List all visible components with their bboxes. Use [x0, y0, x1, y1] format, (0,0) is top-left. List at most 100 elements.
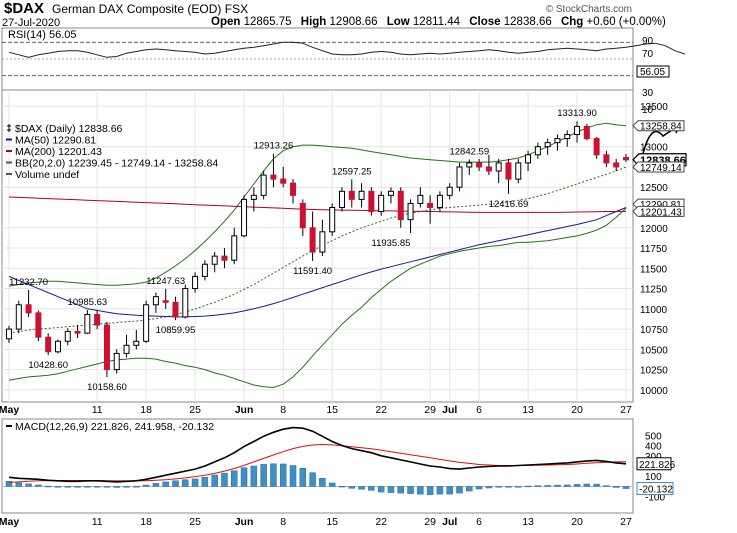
macd-tick-label: 500	[645, 431, 662, 442]
macd-x-tick-label: 6	[476, 516, 482, 528]
macd-tick-label: 100	[645, 472, 662, 483]
price-tick-label: 11250	[640, 285, 668, 296]
rsi-tick-label: 30	[642, 88, 654, 99]
candle-body	[280, 178, 287, 184]
candle-body	[221, 255, 228, 261]
symbol-title: $DAX	[4, 0, 45, 17]
macd-histogram-bar	[299, 468, 307, 487]
macd-histogram-bar	[612, 486, 620, 488]
candle-body	[309, 227, 316, 253]
price-tag-label: 12290.81	[640, 200, 682, 211]
x-axis: May 11 18 25 Jun 8 15 22 29 Jul 6 13 20 27	[0, 404, 632, 416]
ma200-line	[8, 196, 627, 213]
candle-body	[476, 162, 483, 168]
macd-histogram-bar	[505, 486, 512, 488]
candle-body	[534, 146, 541, 156]
rsi-tick-label: 70	[642, 49, 654, 60]
macd-histogram-bar	[377, 486, 385, 493]
candle-body	[603, 154, 610, 164]
price-tag-label: 12201.43	[640, 207, 682, 218]
macd-histogram-bar	[524, 485, 532, 488]
price-annotation: 10158.60	[87, 382, 127, 393]
macd-histogram-bar	[622, 486, 630, 489]
macd-histogram-bar	[84, 486, 91, 488]
macd-histogram-bar	[250, 465, 258, 487]
bb-lower-line	[8, 207, 627, 389]
macd-histogram-bar	[417, 486, 424, 495]
macd-histogram-bar	[231, 470, 238, 487]
high-label: High	[300, 16, 327, 28]
macd-histogram-bar	[240, 467, 248, 487]
candle-body	[368, 190, 375, 213]
price-legend-entry: BB(20,2.0) 12239.45 - 12749.14 - 13258.8…	[15, 158, 218, 170]
candle-body	[143, 304, 150, 342]
candle-body	[6, 328, 12, 340]
macd-x-tick-label: 8	[280, 516, 286, 528]
chart-date: 27-Jul-2020	[2, 17, 61, 29]
candle-legend-icon	[7, 124, 11, 132]
open-label: Open	[211, 16, 241, 28]
macd-histogram-bar	[201, 477, 209, 487]
macd-histogram-bar	[191, 478, 199, 487]
macd-x-tick-label: Jul	[442, 516, 457, 528]
candle-body	[182, 288, 189, 318]
candle-body	[319, 231, 326, 253]
macd-histogram-bar	[133, 486, 140, 488]
price-tag-label: 12749.14	[640, 163, 682, 174]
macd-histogram-bar	[397, 486, 404, 494]
macd-histogram-bar	[495, 486, 502, 488]
macd-histogram-bar	[554, 484, 561, 487]
macd-histogram-bar	[44, 485, 52, 488]
exchange-label: FSX	[224, 2, 249, 16]
price-annotation: 11935.85	[371, 238, 410, 249]
candle-body	[387, 190, 394, 196]
price-tag: 12201.43	[632, 205, 685, 218]
macd-x-tick-label: 13	[522, 516, 534, 528]
macd-current-box	[636, 457, 672, 471]
macd-x-tick-label: 22	[375, 516, 387, 528]
macd-hist-current-label: -20.132	[639, 485, 673, 496]
macd-histogram-bar	[260, 464, 267, 487]
macd-x-tick-label: 20	[571, 516, 583, 528]
price-legend-entry: MA(200) 12201.43	[15, 146, 102, 158]
open-value: 12865.75	[243, 16, 292, 28]
price-tag: 12749.14	[632, 161, 685, 174]
macd-histogram-bar	[485, 486, 493, 489]
x-tick-label: 15	[326, 404, 338, 416]
candle-body	[485, 166, 492, 172]
candle-body	[211, 255, 218, 265]
candle-body	[162, 300, 169, 303]
candle-body	[525, 154, 532, 164]
candle-body	[407, 202, 414, 221]
x-tick-label: 8	[280, 404, 286, 416]
candle-body	[554, 138, 561, 144]
macd-histogram-bar	[279, 463, 287, 487]
rsi-tick-label: 90	[642, 36, 654, 47]
x-tick-label: 22	[375, 404, 387, 416]
candle-body	[94, 314, 101, 326]
macd-histogram-bar	[368, 486, 375, 491]
price-tick-label: 11750	[640, 244, 668, 255]
low-label: Low	[386, 16, 410, 28]
x-tick-label: 20	[571, 404, 583, 416]
macd-histogram-bar	[328, 482, 336, 487]
macd-histogram-bar	[563, 484, 571, 487]
candle-body	[64, 331, 71, 342]
macd-x-tick-label: May	[0, 516, 19, 528]
x-tick-label: 11	[92, 404, 103, 416]
macd-histogram-bar	[348, 486, 356, 489]
candle-body	[260, 174, 267, 196]
bb-mid-line	[8, 166, 627, 334]
macd-histogram-bar	[515, 486, 522, 488]
x-tick-label: 25	[189, 404, 201, 416]
macd-histogram-bar	[358, 486, 365, 490]
macd-current-label: 221.826	[639, 460, 676, 471]
price-tag: 13258.84	[632, 120, 685, 133]
x-tick-label: 18	[140, 404, 152, 416]
macd-histogram-bar	[123, 486, 130, 488]
macd-histogram-bar	[544, 485, 551, 487]
bb-upper-line	[8, 122, 627, 287]
ohlc-readout: Open 12865.75 High 12908.66 Low 12811.44…	[205, 16, 666, 28]
macd-histogram-bar	[319, 478, 326, 487]
